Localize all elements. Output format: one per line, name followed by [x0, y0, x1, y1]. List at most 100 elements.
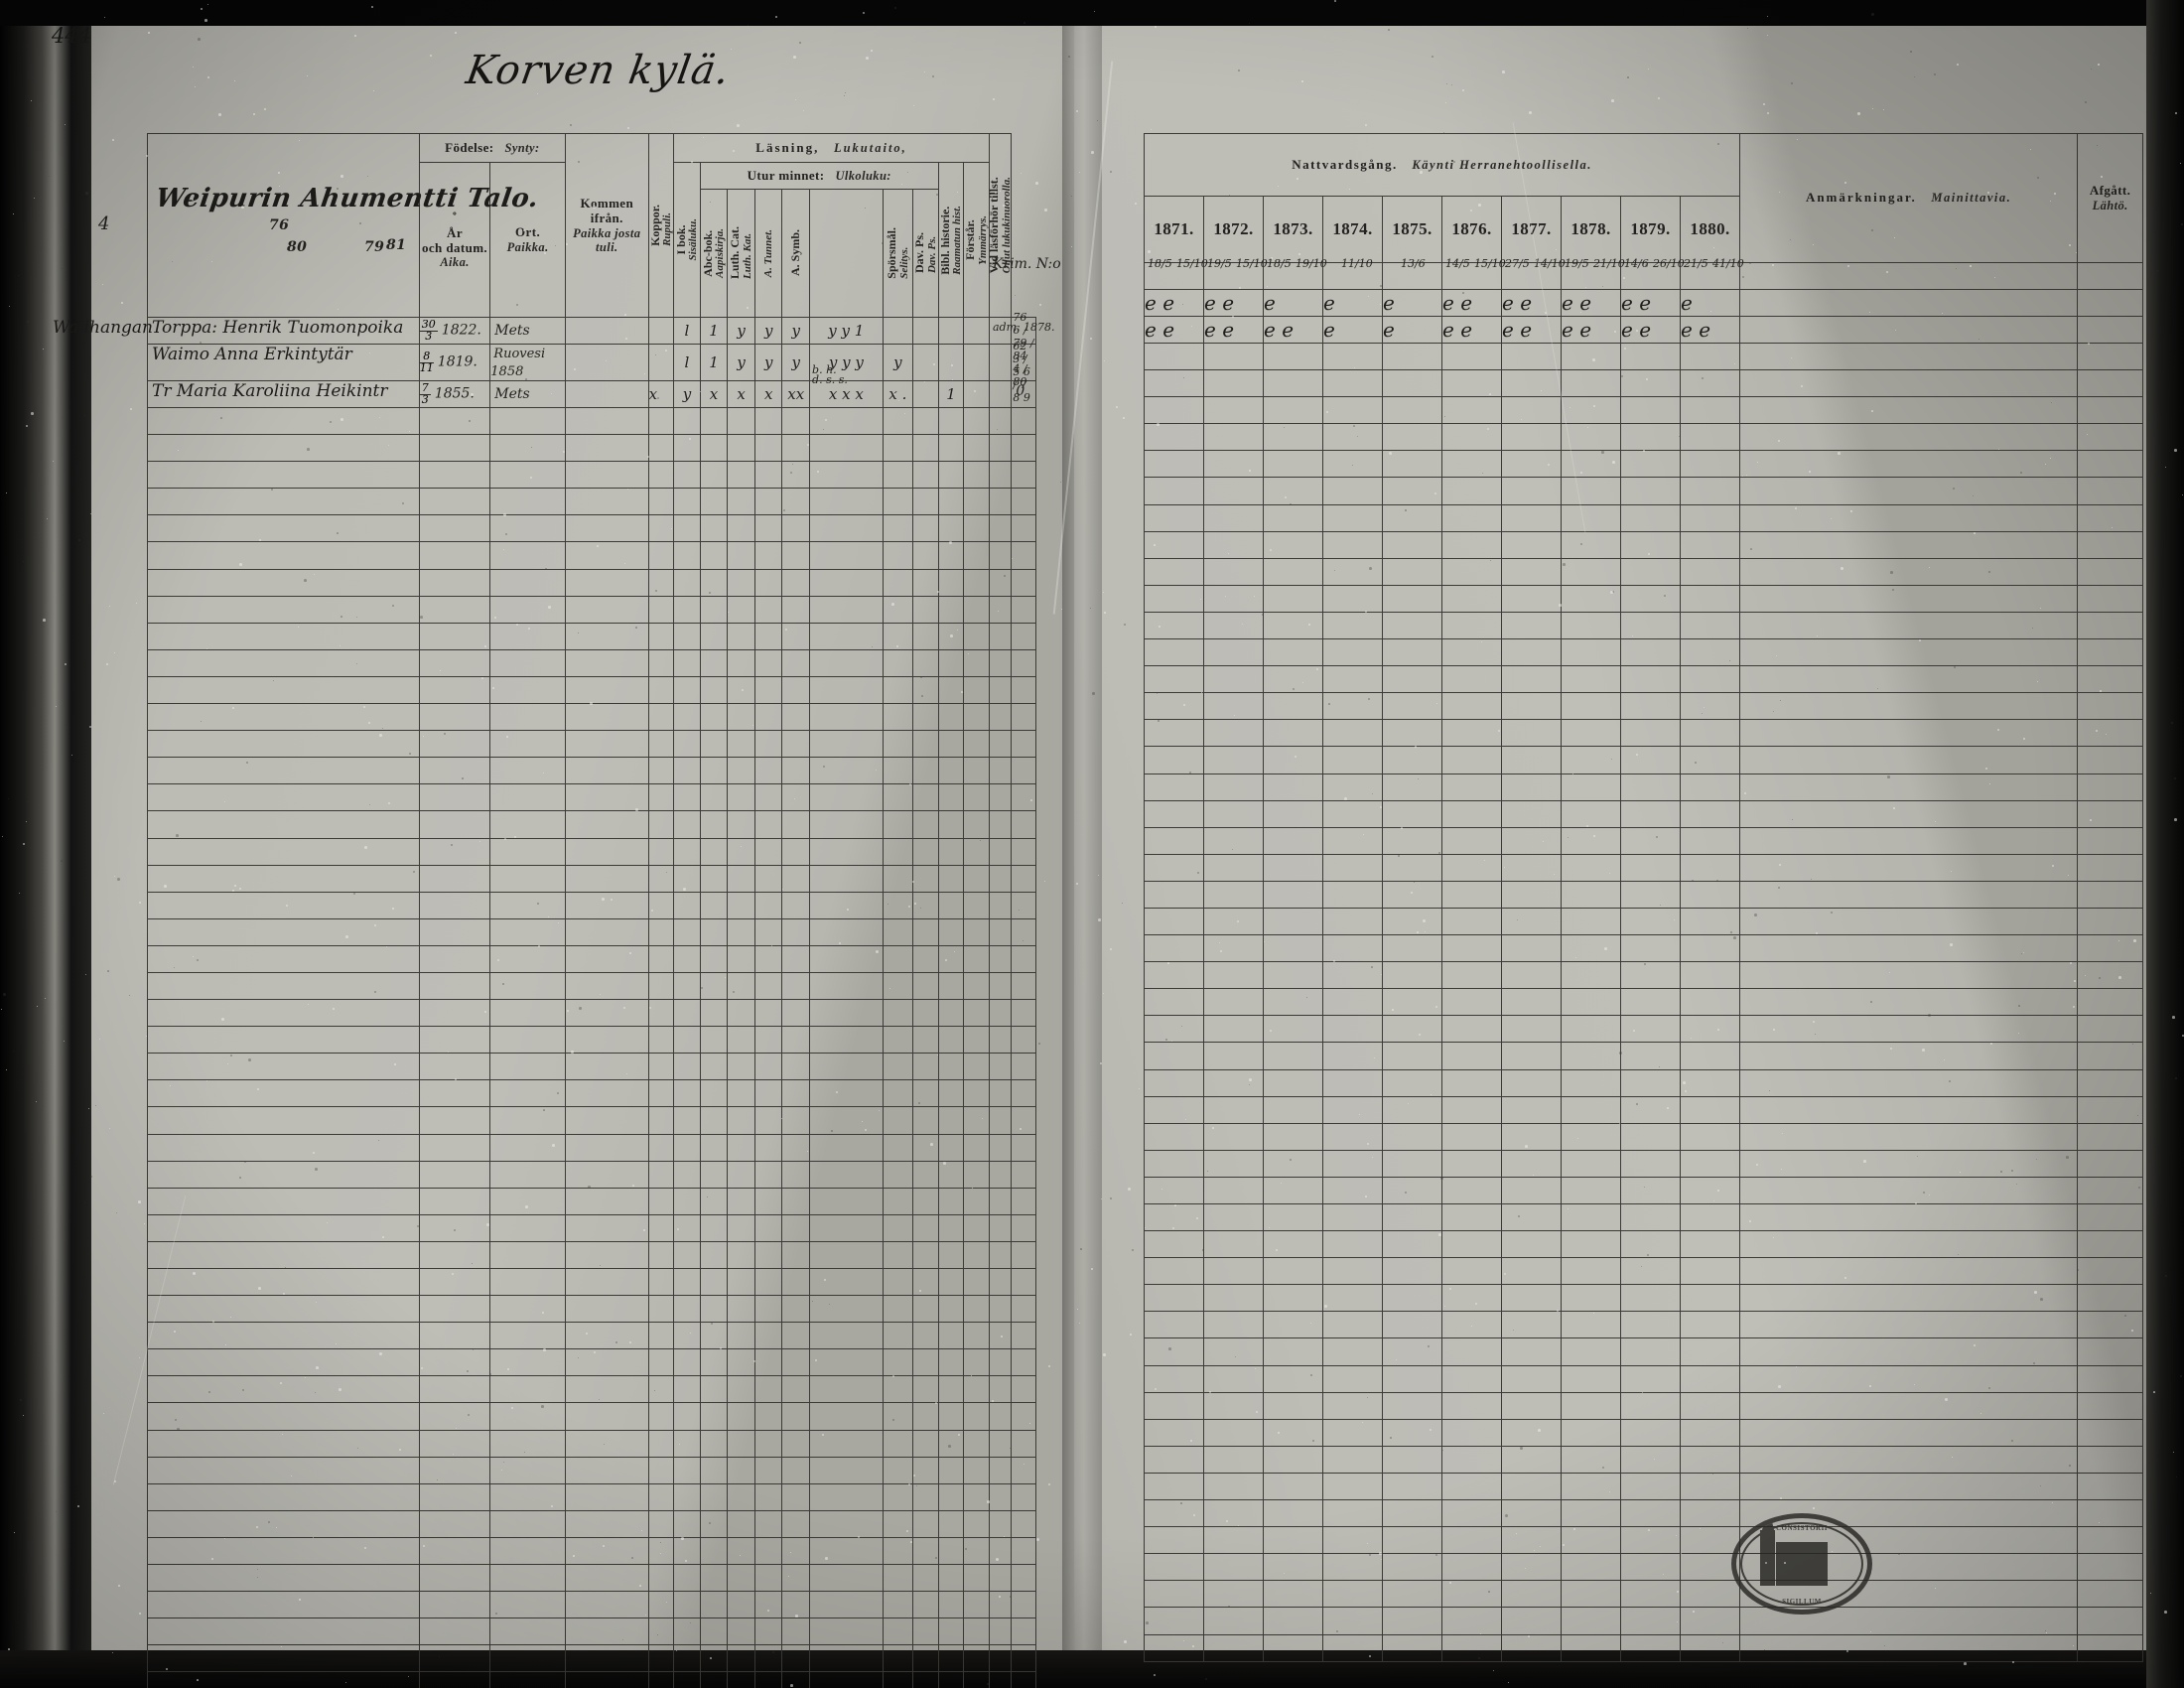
empty-cell — [1562, 693, 1621, 720]
empty-cell — [1621, 908, 1681, 934]
empty-cell — [2078, 397, 2143, 424]
empty-cell — [2078, 1500, 2143, 1527]
empty-table-row — [148, 1645, 1036, 1672]
empty-cell — [148, 1000, 420, 1027]
empty-cell — [648, 1565, 674, 1592]
empty-cell — [1264, 1446, 1323, 1473]
empty-cell — [1145, 1096, 1204, 1123]
empty-cell — [148, 649, 420, 676]
empty-cell — [883, 1000, 913, 1027]
empty-cell — [565, 784, 648, 811]
empty-cell — [1145, 504, 1204, 531]
communion-mark-cell: e e — [1145, 317, 1204, 344]
empty-cell — [782, 676, 810, 703]
empty-cell — [1681, 881, 1740, 908]
empty-cell — [2078, 1069, 2143, 1096]
empty-cell — [782, 569, 810, 596]
empty-cell — [938, 811, 964, 838]
empty-cell — [419, 918, 490, 945]
empty-cell — [565, 596, 648, 623]
empty-cell — [700, 1618, 728, 1645]
empty-cell — [148, 1161, 420, 1188]
empty-cell — [728, 596, 755, 623]
mark-cell: y — [728, 345, 755, 381]
empty-cell — [883, 1510, 913, 1537]
empty-cell — [419, 865, 490, 892]
empty-cell — [1012, 731, 1036, 758]
empty-cell — [782, 1027, 810, 1054]
empty-cell — [938, 408, 964, 435]
empty-cell — [1442, 1581, 1502, 1608]
empty-cell — [989, 1349, 1011, 1376]
empty-cell — [728, 811, 755, 838]
empty-cell — [1012, 1134, 1036, 1161]
empty-table-row — [148, 649, 1036, 676]
empty-cell — [148, 1269, 420, 1296]
empty-cell — [1383, 1608, 1442, 1634]
empty-cell — [419, 1161, 490, 1188]
empty-cell — [1442, 1446, 1502, 1473]
empty-cell — [964, 1592, 990, 1618]
empty-cell — [419, 489, 490, 515]
empty-cell — [490, 1214, 566, 1241]
empty-cell — [1145, 344, 1204, 370]
empty-cell — [1442, 1419, 1502, 1446]
empty-cell — [782, 408, 810, 435]
empty-cell — [674, 945, 701, 972]
empty-cell — [964, 1269, 990, 1296]
empty-cell — [989, 515, 1011, 542]
empty-cell — [148, 1107, 420, 1134]
empty-cell — [989, 1027, 1011, 1054]
empty-cell — [1145, 1231, 1204, 1258]
empty-table-row — [1145, 1365, 2143, 1392]
empty-cell — [1502, 1365, 1562, 1392]
empty-cell — [1145, 612, 1204, 638]
empty-cell — [1145, 1177, 1204, 1203]
empty-cell — [1681, 774, 1740, 800]
empty-cell — [2078, 774, 2143, 800]
empty-cell — [700, 918, 728, 945]
empty-cell — [2078, 1608, 2143, 1634]
empty-cell — [1012, 623, 1036, 649]
empty-cell — [1740, 1016, 2078, 1043]
empty-cell — [2078, 639, 2143, 666]
empty-cell — [419, 704, 490, 731]
empty-cell — [1740, 531, 2078, 558]
empty-cell — [1562, 854, 1621, 881]
empty-cell — [782, 1537, 810, 1564]
empty-cell — [1204, 585, 1264, 612]
empty-cell — [883, 1565, 913, 1592]
empty-cell — [1562, 504, 1621, 531]
empty-table-row — [1145, 1419, 2143, 1446]
empty-cell — [1621, 881, 1681, 908]
empty-cell — [782, 1565, 810, 1592]
empty-cell — [913, 1107, 939, 1134]
empty-cell — [938, 1080, 964, 1107]
person-name: Torppa: Henrik Tuomonpoika — [152, 318, 403, 338]
left-book-edge — [0, 0, 91, 1688]
empty-cell — [728, 649, 755, 676]
empty-cell — [674, 731, 701, 758]
empty-cell — [1442, 531, 1502, 558]
empty-cell — [1383, 881, 1442, 908]
empty-cell — [1681, 989, 1740, 1016]
empty-cell — [913, 865, 939, 892]
empty-cell — [782, 972, 810, 999]
empty-cell — [989, 596, 1011, 623]
mark-cell: y — [782, 318, 810, 345]
abc-book-header: Abc-bok. Aapiskirja. — [700, 190, 728, 318]
empty-cell — [1204, 451, 1264, 478]
empty-cell — [1323, 1473, 1383, 1499]
empty-cell — [148, 1537, 420, 1564]
empty-cell — [2078, 1554, 2143, 1581]
empty-cell — [419, 1027, 490, 1054]
empty-table-row — [148, 1107, 1036, 1134]
table-row: Waimo Anna Erkintytär 8 11 1819. Ruovesi… — [148, 345, 1036, 381]
empty-cell — [1681, 424, 1740, 451]
empty-table-row — [1145, 1500, 2143, 1527]
empty-table-row — [1145, 1258, 2143, 1285]
empty-cell — [989, 569, 1011, 596]
empty-cell — [648, 596, 674, 623]
empty-cell — [754, 1269, 782, 1296]
empty-cell — [1383, 397, 1442, 424]
